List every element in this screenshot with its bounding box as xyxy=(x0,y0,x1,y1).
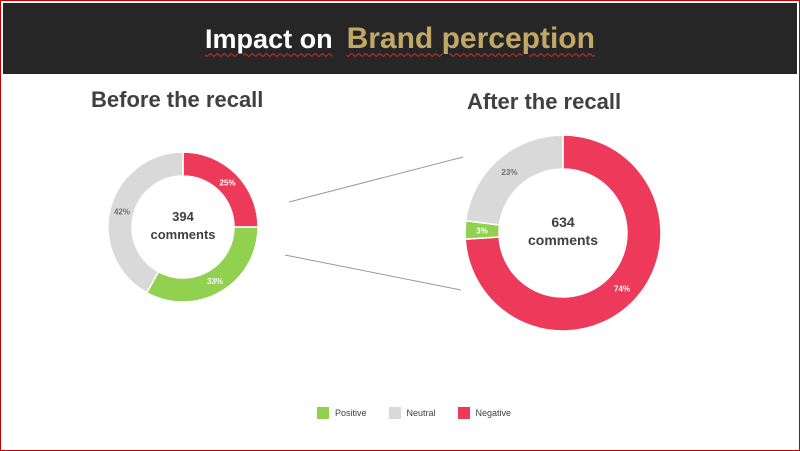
center-label: comments xyxy=(150,227,215,242)
slice-label-positive: 3% xyxy=(476,226,488,235)
center-value: 394 xyxy=(172,209,194,224)
slice-label-positive: 33% xyxy=(207,277,223,286)
legend-item-negative: Negative xyxy=(457,407,512,419)
chart-title-before: Before the recall xyxy=(91,87,264,112)
slice-negative xyxy=(464,134,662,332)
slice-label-neutral: 42% xyxy=(114,207,130,216)
center-value: 634 xyxy=(551,214,575,230)
legend-swatch-positive xyxy=(317,407,329,419)
legend-label-positive: Positive xyxy=(335,408,367,418)
legend-label-neutral: Neutral xyxy=(406,408,436,418)
donut-after: 74% 3% 23% 634 comments xyxy=(464,134,662,332)
title-part-2: Brand perception xyxy=(346,21,595,55)
legend-item-neutral: Neutral xyxy=(388,407,436,419)
slice-neutral xyxy=(107,151,184,294)
slice-label-negative: 74% xyxy=(614,284,630,293)
connector-line-bottom xyxy=(284,254,462,291)
connector-line-top xyxy=(288,156,464,203)
title-bar: Impact on Brand perception xyxy=(3,3,797,74)
chart-title-after: After the recall xyxy=(467,89,622,114)
donut-before: 25% 33% 42% 394 comments xyxy=(107,151,259,303)
slice-neutral xyxy=(464,134,564,226)
legend-item-positive: Positive xyxy=(317,407,367,419)
slice-label-neutral: 23% xyxy=(501,168,517,177)
center-label: comments xyxy=(528,232,598,248)
slide-title: Impact on Brand perception xyxy=(205,22,595,56)
legend-swatch-neutral xyxy=(388,407,401,419)
legend-swatch-negative xyxy=(457,407,470,419)
slice-label-negative: 25% xyxy=(220,178,236,187)
slice-negative xyxy=(182,151,259,228)
legend-label-negative: Negative xyxy=(475,408,512,418)
title-part-1: Impact on xyxy=(205,23,333,54)
legend: Positive Neutral Negative xyxy=(317,407,511,419)
